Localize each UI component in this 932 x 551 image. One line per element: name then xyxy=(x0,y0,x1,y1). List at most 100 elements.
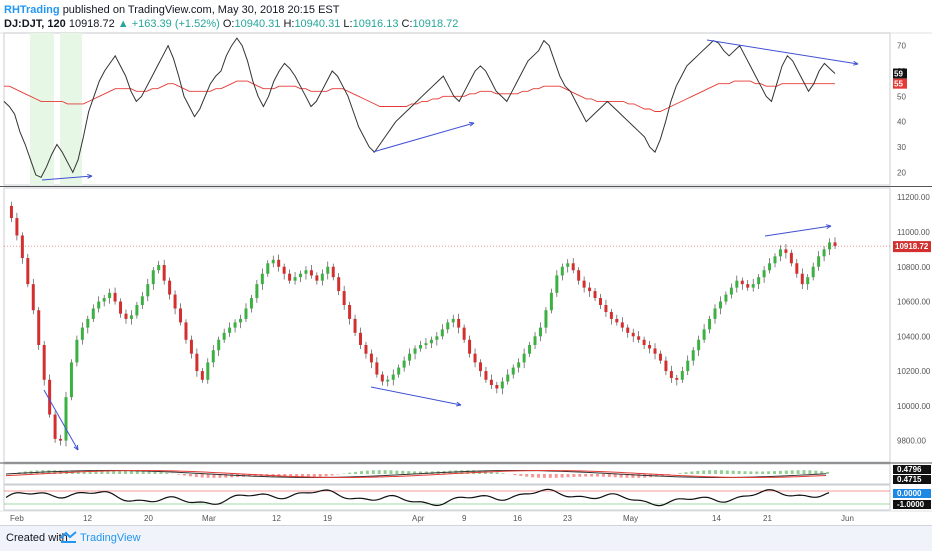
osc1-bar xyxy=(679,473,682,474)
candle-body xyxy=(763,270,766,277)
candle-body xyxy=(484,371,487,380)
candle-body xyxy=(70,362,73,397)
osc1-bar xyxy=(537,474,540,478)
oscillator-2-panel xyxy=(4,485,890,510)
candle-body xyxy=(310,270,313,275)
candle-body xyxy=(299,274,302,277)
candle-body xyxy=(435,336,438,339)
osc1-bar xyxy=(690,471,693,474)
candle-body xyxy=(168,281,171,295)
osc1-bar xyxy=(773,471,776,474)
candle-body xyxy=(152,270,155,284)
candle-body xyxy=(103,298,106,301)
candle-body xyxy=(643,340,646,345)
candle-body xyxy=(457,319,460,328)
osc1-bar xyxy=(567,474,570,477)
candle-body xyxy=(517,362,520,367)
candle-body xyxy=(730,288,733,295)
candle-body xyxy=(512,368,515,375)
osc1-bar xyxy=(348,473,351,474)
candle-body xyxy=(795,263,798,273)
candle-body xyxy=(206,362,209,379)
rsi-badge: 59 xyxy=(894,70,903,79)
osc1-bar xyxy=(95,471,98,474)
candle-body xyxy=(343,291,346,305)
candle-body xyxy=(386,380,389,382)
candle-body xyxy=(741,281,744,284)
candle-body xyxy=(790,253,793,263)
rsi-ma-badge: 55 xyxy=(894,80,903,89)
candle-body xyxy=(823,249,826,256)
candle-body xyxy=(648,345,651,348)
osc1-bar xyxy=(177,474,180,475)
candle-body xyxy=(75,340,78,363)
candle-body xyxy=(572,263,575,270)
candle-body xyxy=(632,333,635,336)
candle-body xyxy=(397,368,400,375)
candle-body xyxy=(108,293,111,298)
candle-body xyxy=(430,340,433,343)
price-tick-label: 10800.00 xyxy=(897,263,931,272)
candle-body xyxy=(10,206,13,218)
osc1-bar xyxy=(159,472,162,474)
osc1-bar xyxy=(714,470,717,474)
candle-body xyxy=(670,371,673,378)
x-tick-label: Apr xyxy=(412,514,425,523)
osc1-bar xyxy=(207,474,210,478)
candle-body xyxy=(201,371,204,380)
x-tick-label: 12 xyxy=(272,514,281,523)
candle-body xyxy=(255,284,258,298)
osc1-bar xyxy=(561,474,564,478)
candle-body xyxy=(474,354,477,363)
candle-body xyxy=(64,397,67,440)
candle-body xyxy=(288,274,291,281)
price-tick-label: 9800.00 xyxy=(897,437,926,446)
candle-body xyxy=(266,263,269,273)
osc2-badge2: -1.0000 xyxy=(897,500,925,509)
x-tick-label: 23 xyxy=(563,514,572,523)
candle-body xyxy=(37,310,40,345)
candle-body xyxy=(195,354,198,371)
candle-body xyxy=(621,322,624,327)
candle-body xyxy=(681,371,684,380)
osc1-bar xyxy=(826,472,829,474)
osc1-bar xyxy=(189,474,192,476)
osc1-bar xyxy=(726,470,729,474)
candle-body xyxy=(599,298,602,305)
osc1-bar xyxy=(502,473,505,474)
osc1-bar xyxy=(761,471,764,474)
chart-canvas[interactable]: 706050403020595511200.0011000.0010800.00… xyxy=(0,0,932,525)
candle-body xyxy=(746,284,749,287)
created-with-text: Created with xyxy=(6,532,68,544)
candle-body xyxy=(714,308,717,318)
osc1-bar xyxy=(808,470,811,474)
tradingview-brand[interactable]: TradingView xyxy=(80,532,141,544)
candle-body xyxy=(588,288,591,291)
x-tick-label: Feb xyxy=(10,514,24,523)
osc1-bar xyxy=(608,474,611,477)
candle-body xyxy=(452,319,455,322)
osc1-bar xyxy=(543,474,546,478)
osc1-bar xyxy=(720,470,723,474)
osc1-bar xyxy=(590,474,593,477)
x-tick-label: Mar xyxy=(202,514,216,523)
osc1-bar xyxy=(785,471,788,474)
candle-body xyxy=(92,308,95,318)
osc1-bar xyxy=(702,470,705,474)
candle-body xyxy=(348,305,351,319)
candle-body xyxy=(675,378,678,380)
osc1-bar xyxy=(100,471,103,474)
price-tick-label: 10400.00 xyxy=(897,332,931,341)
x-tick-label: 9 xyxy=(462,514,467,523)
candle-body xyxy=(332,267,335,277)
candle-body xyxy=(566,263,569,266)
candle-body xyxy=(32,284,35,310)
osc1-bar xyxy=(696,471,699,474)
rsi-tick-label: 40 xyxy=(897,118,906,127)
candle-body xyxy=(774,256,777,263)
osc1-bar xyxy=(525,474,528,477)
candle-body xyxy=(97,302,100,309)
rsi-tick-label: 30 xyxy=(897,143,906,152)
osc1-bar xyxy=(366,471,369,474)
rsi-tick-label: 70 xyxy=(897,42,906,51)
